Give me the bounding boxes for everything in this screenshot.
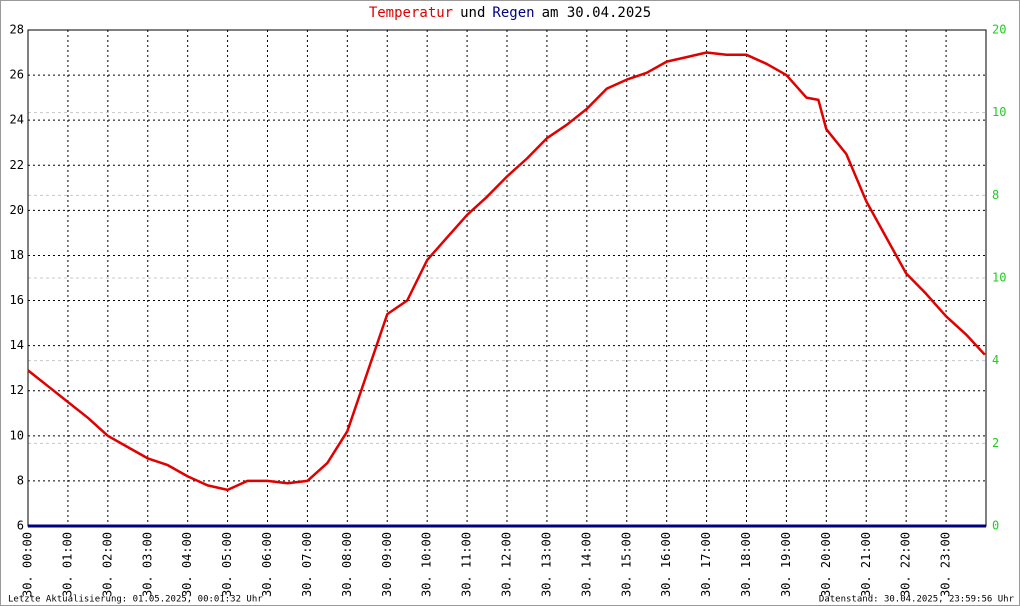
y-tick-label: 10 (10, 428, 24, 442)
y-tick-label: 28 (10, 23, 24, 37)
y2-tick-label: 0 (992, 519, 999, 533)
y-tick-label: 22 (10, 158, 24, 172)
y2-tick-label: 10 (992, 105, 1006, 119)
y2-tick-label: 4 (992, 353, 999, 367)
x-tick-label: 30. 10:00 (420, 532, 434, 597)
x-tick-label: 30. 05:00 (220, 532, 234, 597)
x-tick-label: 30. 00:00 (21, 532, 35, 597)
x-tick-label: 30. 07:00 (300, 532, 314, 597)
y2-tick-label: 2 (992, 436, 999, 450)
x-tick-label: 30. 19:00 (779, 532, 793, 597)
footer-left: Letzte Aktualisierung: 01.05.2025, 00:01… (8, 595, 263, 605)
x-tick-label: 30. 01:00 (60, 532, 74, 597)
x-tick-label: 30. 11:00 (460, 532, 474, 597)
chart-title: Temperatur und Regen am 30.04.2025 (369, 5, 651, 21)
x-tick-label: 30. 22:00 (899, 532, 913, 597)
x-tick-label: 30. 09:00 (380, 532, 394, 597)
x-tick-label: 30. 21:00 (859, 532, 873, 597)
title-part: Regen (492, 5, 534, 21)
y-tick-label: 12 (10, 383, 24, 397)
x-tick-label: 30. 15:00 (619, 532, 633, 597)
y2-tick-label: 20 (992, 23, 1006, 37)
x-tick-label: 30. 06:00 (260, 532, 274, 597)
footer-right: Datenstand: 30.04.2025, 23:59:56 Uhr (819, 595, 1015, 605)
x-tick-label: 30. 14:00 (579, 532, 593, 597)
x-tick-label: 30. 18:00 (739, 532, 753, 597)
y-tick-label: 24 (10, 113, 24, 127)
x-tick-label: 30. 03:00 (140, 532, 154, 597)
x-tick-label: 30. 02:00 (100, 532, 114, 597)
title-part: am 30.04.2025 (542, 5, 652, 21)
x-tick-label: 30. 08:00 (340, 532, 354, 597)
y-tick-label: 18 (10, 248, 24, 262)
x-tick-label: 30. 13:00 (539, 532, 553, 597)
y-tick-label: 16 (10, 293, 24, 307)
x-tick-label: 30. 12:00 (500, 532, 514, 597)
y-tick-label: 26 (10, 68, 24, 82)
y-tick-label: 14 (10, 338, 24, 352)
y-tick-label: 8 (17, 473, 24, 487)
series-line (27, 51, 986, 492)
title-part: und (460, 5, 485, 21)
x-tick-label: 30. 20:00 (819, 532, 833, 597)
x-tick-label: 30. 17:00 (699, 532, 713, 597)
x-tick-label: 30. 23:00 (939, 532, 953, 597)
title-part: Temperatur (369, 5, 453, 21)
y2-tick-label: 10 (992, 271, 1006, 285)
y2-tick-label: 8 (992, 188, 999, 202)
x-tick-label: 30. 04:00 (180, 532, 194, 597)
y-tick-label: 6 (17, 519, 24, 533)
y-tick-label: 20 (10, 203, 24, 217)
x-tick-label: 30. 16:00 (659, 532, 673, 597)
